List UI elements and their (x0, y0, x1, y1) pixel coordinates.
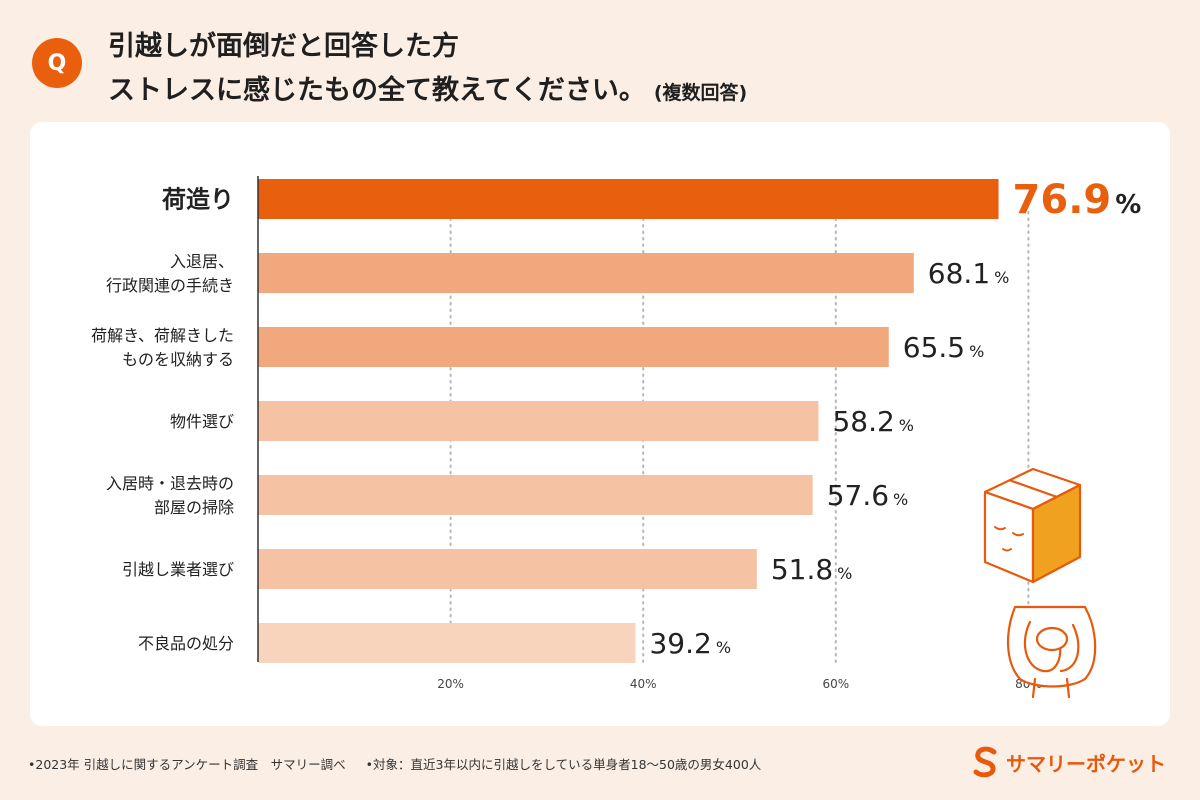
bar (258, 623, 636, 663)
value-label: 68.1 (928, 257, 990, 290)
question-title-line2-text: ストレスに感じたもの全て教えてください。 (108, 75, 646, 106)
bar (258, 253, 914, 293)
brand-logo: サマリーポケット (972, 742, 1172, 782)
box-character-body (1006, 605, 1097, 699)
category-label: 荷解き、荷解きした (91, 326, 234, 345)
value-label: 65.5 (903, 331, 965, 364)
question-note: (複数回答) (653, 82, 748, 104)
bar (258, 401, 819, 441)
category-label: 物件選び (170, 412, 234, 431)
bar-chart: 荷造り入退居、行政関連の手続き荷解き、荷解きしたものを収納する物件選び入居時・退… (91, 176, 1141, 699)
value-labels: 76.9 %68.1 %65.5 %58.2 %57.6 %51.8 %39.2% (649, 177, 1141, 660)
value-unit: % (969, 342, 984, 361)
category-label: 不良品の処分 (138, 634, 234, 653)
box-character-illustration (983, 467, 1097, 699)
box-character-head (983, 467, 1082, 584)
category-label: ものを収納する (122, 350, 234, 369)
value-label: 57.6 (827, 479, 889, 512)
value-unit: % (899, 416, 914, 435)
bar (258, 549, 757, 589)
chart-card: 荷造り入退居、行政関連の手続き荷解き、荷解きしたものを収納する物件選び入居時・退… (30, 122, 1170, 726)
footer-source: •2023年 引越しに関するアンケート調査 サマリー調べ (28, 757, 346, 772)
tick-label: 20% (437, 677, 464, 691)
category-label: 部屋の掃除 (154, 498, 234, 517)
bar (258, 475, 813, 515)
value-unit: % (716, 638, 731, 657)
category-label: 行政関連の手続き (106, 276, 234, 295)
tick-labels: 20%40%60%80% (437, 677, 1041, 691)
bar (258, 327, 889, 367)
box-character-face (994, 526, 1024, 552)
question-title-line2: ストレスに感じたもの全て教えてください。 (複数回答) (108, 68, 747, 107)
category-label: 荷造り (162, 186, 234, 214)
brand-name: サマリーポケット (1006, 751, 1166, 776)
value-unit: % (994, 268, 1009, 287)
brand-s-icon (973, 746, 997, 778)
value-label: 51.8 (771, 553, 833, 586)
bar (258, 179, 999, 219)
value-label: 76.9 (1013, 177, 1112, 223)
value-unit: % (1115, 190, 1141, 220)
bars (258, 179, 999, 663)
footer-notes: •2023年 引越しに関するアンケート調査 サマリー調べ •対象：直近3年以内に引… (28, 754, 761, 773)
category-labels: 荷造り入退居、行政関連の手続き荷解き、荷解きしたものを収納する物件選び入居時・退… (91, 186, 234, 653)
question-title-line1: 引越しが面倒だと回答した方 (108, 31, 459, 62)
tick-label: 60% (822, 677, 849, 691)
category-label: 入居時・退去時の (106, 474, 234, 493)
value-unit: % (893, 490, 908, 509)
value-unit: % (837, 564, 852, 583)
value-label: 39.2 (649, 627, 711, 660)
category-label: 入退居、 (170, 252, 234, 271)
category-label: 引越し業者選び (122, 560, 234, 579)
tick-label: 40% (630, 677, 657, 691)
value-label: 58.2 (832, 405, 894, 438)
footer-target: •対象：直近3年以内に引越しをしている単身者18〜50歳の男女400人 (365, 757, 762, 772)
question-badge: Q (32, 38, 82, 88)
